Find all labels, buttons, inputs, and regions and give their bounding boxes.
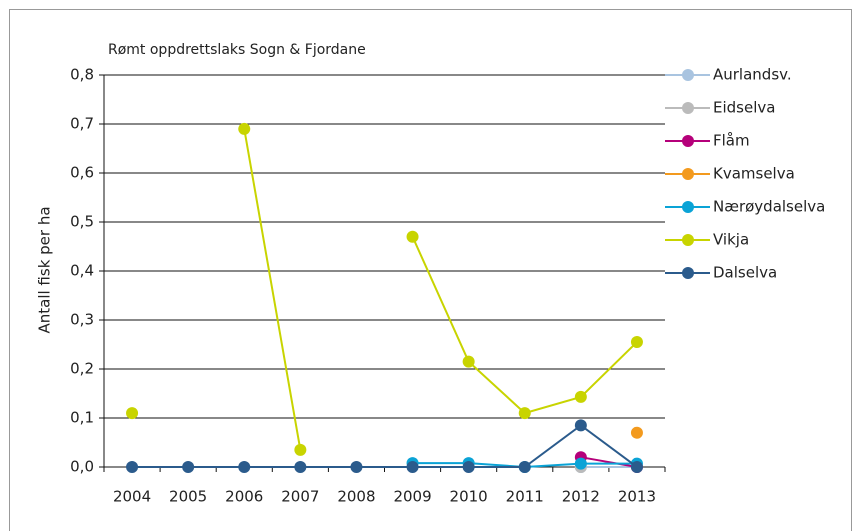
frame xyxy=(9,9,852,531)
legend-marker xyxy=(682,267,694,279)
y-tick-label: 0,3 xyxy=(70,311,94,329)
data-point xyxy=(294,443,307,456)
legend-label: Aurlandsv. xyxy=(713,66,792,84)
y-tick-label: 0,8 xyxy=(70,66,94,84)
legend-marker xyxy=(682,102,694,114)
legend-marker xyxy=(682,135,694,147)
y-tick-label: 0,6 xyxy=(70,164,94,182)
data-point xyxy=(182,461,195,473)
x-tick-label: 2006 xyxy=(225,488,263,506)
data-point xyxy=(406,230,419,243)
legend-label: Kvamselva xyxy=(713,165,795,183)
legend-marker xyxy=(682,69,694,81)
series-line xyxy=(132,424,638,468)
y-axis-label: Antall fisk per ha xyxy=(36,206,54,333)
legend-label: Flåm xyxy=(713,132,750,150)
legend-label: Eidselva xyxy=(713,99,775,117)
data-point xyxy=(574,419,587,432)
x-tick-label: 2010 xyxy=(450,488,488,506)
data-point xyxy=(462,355,475,368)
data-point xyxy=(406,461,419,473)
series-line xyxy=(580,456,638,468)
x-tick-label: 2004 xyxy=(113,488,151,506)
y-tick-label: 0,1 xyxy=(70,409,94,427)
data-point xyxy=(574,390,587,403)
legend-label: Vikja xyxy=(713,231,749,249)
data-point xyxy=(350,461,363,473)
data-point xyxy=(238,461,251,473)
data-point xyxy=(462,461,475,473)
y-tick-label: 0,4 xyxy=(70,262,94,280)
y-tick-label: 0,5 xyxy=(70,213,94,231)
x-tick-label: 2013 xyxy=(618,488,656,506)
x-tick-label: 2005 xyxy=(169,488,207,506)
x-tick-label: 2009 xyxy=(393,488,431,506)
data-point xyxy=(126,461,139,473)
y-tick-label: 0,2 xyxy=(70,360,94,378)
y-tick-label: 0,0 xyxy=(70,458,94,476)
x-tick-label: 2012 xyxy=(562,488,600,506)
data-point xyxy=(126,407,139,420)
y-tick-label: 0,7 xyxy=(70,115,94,133)
data-point xyxy=(518,407,531,420)
legend-marker xyxy=(682,201,694,213)
legend-label: Nærøydalselva xyxy=(713,198,825,216)
legend-label: Dalselva xyxy=(713,264,777,282)
x-tick-label: 2011 xyxy=(506,488,544,506)
x-tick-label: 2007 xyxy=(281,488,319,506)
data-point xyxy=(294,461,307,473)
data-point xyxy=(630,426,643,439)
data-point xyxy=(518,461,531,473)
data-point xyxy=(574,457,587,470)
chart-title: Rømt oppdrettslaks Sogn & Fjordane xyxy=(108,42,366,58)
legend-marker xyxy=(682,168,694,180)
x-tick-label: 2008 xyxy=(337,488,375,506)
legend-marker xyxy=(682,234,694,246)
data-point xyxy=(630,336,643,349)
data-point xyxy=(238,122,251,135)
data-point xyxy=(630,461,643,473)
